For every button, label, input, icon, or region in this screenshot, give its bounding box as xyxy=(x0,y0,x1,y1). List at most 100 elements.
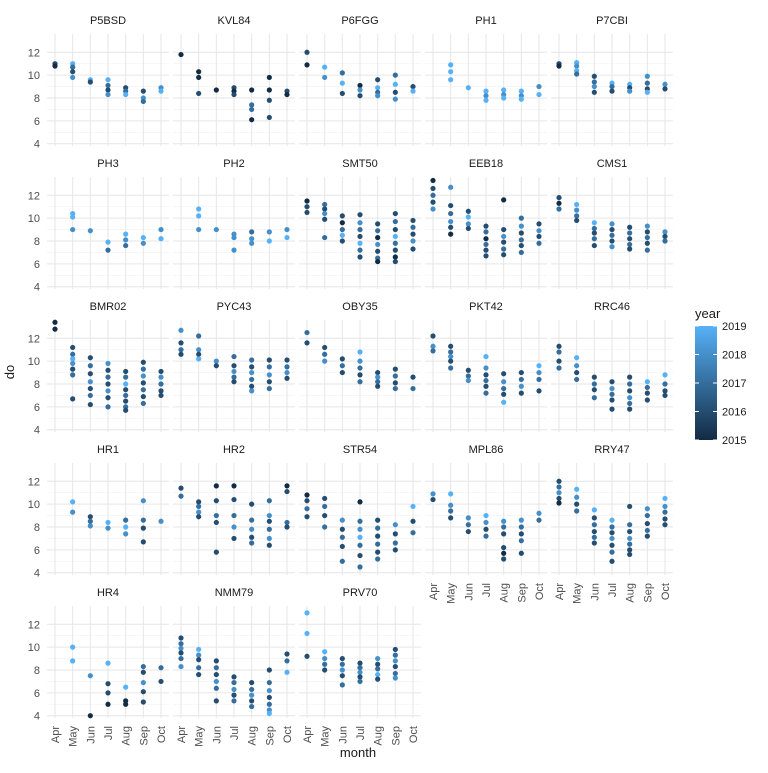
data-point xyxy=(448,231,454,237)
x-tick-label: Jun xyxy=(463,583,475,601)
data-point xyxy=(644,223,650,229)
data-point xyxy=(627,388,633,394)
data-point xyxy=(591,83,597,90)
data-point xyxy=(609,517,615,523)
data-point xyxy=(556,490,562,496)
panel-title: PH2 xyxy=(223,158,244,170)
data-point xyxy=(375,85,381,91)
data-point xyxy=(266,385,272,392)
data-point xyxy=(284,234,290,241)
data-point xyxy=(627,535,633,542)
data-point xyxy=(410,503,416,510)
data-point xyxy=(662,509,668,515)
y-tick-label: 12 xyxy=(28,476,40,488)
x-tick-label: Sep xyxy=(642,583,654,603)
legend-label: 2017 xyxy=(722,378,746,390)
data-point xyxy=(249,517,255,523)
data-point xyxy=(339,213,345,219)
data-point xyxy=(591,242,597,249)
data-point xyxy=(105,660,111,666)
data-point xyxy=(339,369,345,376)
data-point xyxy=(518,88,524,94)
data-point xyxy=(501,544,507,551)
data-point xyxy=(465,214,471,220)
data-point xyxy=(123,237,129,243)
data-point xyxy=(231,483,237,489)
data-point xyxy=(213,549,219,555)
data-point xyxy=(178,340,184,346)
data-point xyxy=(357,87,363,93)
data-point xyxy=(501,379,507,385)
data-point xyxy=(536,91,542,98)
data-point xyxy=(627,551,633,558)
data-point xyxy=(644,397,650,403)
data-point xyxy=(392,658,398,664)
data-point xyxy=(123,531,129,537)
data-point xyxy=(501,531,507,537)
data-point xyxy=(339,232,345,238)
data-point xyxy=(644,229,650,235)
data-point xyxy=(609,535,615,542)
data-point xyxy=(178,635,184,641)
data-point xyxy=(284,357,290,363)
data-point xyxy=(501,95,507,101)
data-point xyxy=(518,376,524,383)
data-point xyxy=(357,226,363,233)
y-tick-label: 8 xyxy=(34,236,40,248)
data-point xyxy=(87,523,93,529)
x-tick-label: Jun xyxy=(85,726,97,744)
data-point xyxy=(123,398,129,404)
data-point xyxy=(249,703,255,710)
data-point xyxy=(87,514,93,520)
data-point xyxy=(536,363,542,369)
data-point xyxy=(375,556,381,562)
data-point xyxy=(375,258,381,265)
y-tick-label: 10 xyxy=(28,70,40,82)
data-point xyxy=(591,515,597,521)
data-point xyxy=(501,518,507,524)
data-point xyxy=(375,549,381,555)
data-point xyxy=(609,397,615,403)
panel-title: RRY47 xyxy=(594,444,629,456)
data-point xyxy=(304,610,310,616)
data-point xyxy=(304,653,310,659)
x-tick-label: Aug xyxy=(121,726,133,746)
x-tick-label: Aug xyxy=(373,726,385,746)
data-point xyxy=(339,673,345,679)
data-point xyxy=(196,90,202,97)
data-point xyxy=(266,535,272,542)
data-point xyxy=(266,687,272,694)
data-point xyxy=(196,657,202,663)
data-point xyxy=(304,506,310,512)
data-point xyxy=(609,524,615,530)
data-point xyxy=(339,90,345,97)
y-tick-label: 12 xyxy=(28,333,40,345)
data-point xyxy=(249,229,255,235)
data-point xyxy=(339,238,345,244)
data-point xyxy=(591,507,597,513)
data-point xyxy=(609,88,615,94)
data-point xyxy=(392,72,398,78)
x-tick-label: Jul xyxy=(481,583,493,597)
data-point xyxy=(70,509,76,515)
data-point xyxy=(591,236,597,242)
data-point xyxy=(140,689,146,695)
data-point xyxy=(556,500,562,506)
data-point xyxy=(123,91,129,98)
data-point xyxy=(448,515,454,521)
panel-title: BMR02 xyxy=(90,301,127,313)
data-point xyxy=(249,383,255,389)
data-point xyxy=(284,651,290,657)
data-point xyxy=(375,517,381,523)
data-point xyxy=(410,83,416,90)
data-point xyxy=(574,486,580,492)
data-point xyxy=(501,556,507,562)
data-point xyxy=(322,512,328,519)
data-point xyxy=(70,351,76,357)
data-point xyxy=(284,519,290,526)
data-point xyxy=(231,496,237,503)
data-point xyxy=(483,390,489,396)
data-point xyxy=(266,694,272,701)
y-tick-label: 4 xyxy=(34,711,40,723)
